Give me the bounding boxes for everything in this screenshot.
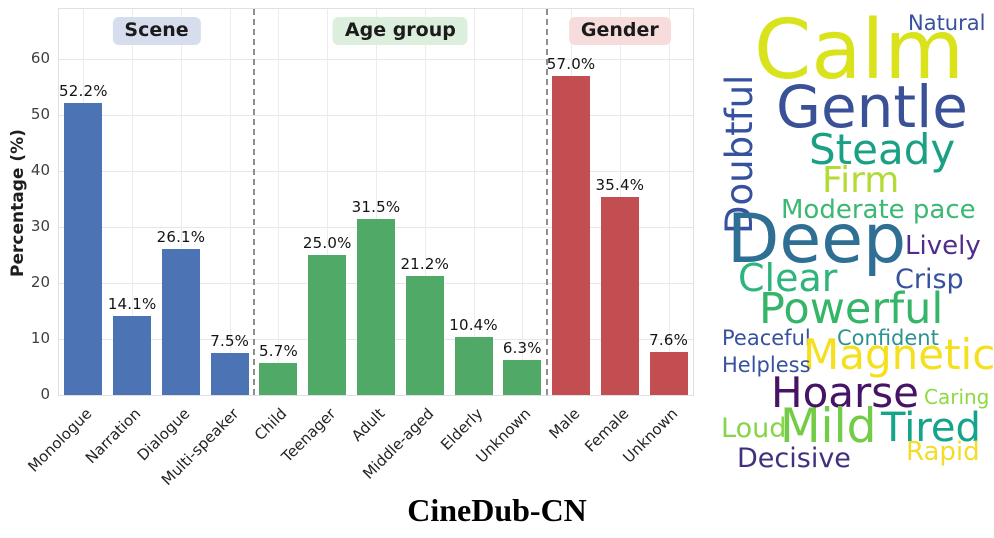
bar-narration xyxy=(113,316,152,395)
gridline-vertical xyxy=(327,9,329,395)
y-tick-label: 50 xyxy=(30,105,50,124)
group-label-gender: Gender xyxy=(568,17,671,45)
gridline-vertical xyxy=(473,9,475,395)
group-separator xyxy=(545,9,548,395)
gridline-vertical xyxy=(376,9,377,395)
bar-monologue xyxy=(64,102,103,395)
bar-value-label: 10.4% xyxy=(449,315,498,334)
wordcloud-word-clear: Clear xyxy=(738,256,838,300)
wordcloud-word-loud: Loud xyxy=(721,413,787,444)
wordcloud-word-magnetic: Magnetic xyxy=(803,330,994,379)
wordcloud-word-decisive: Decisive xyxy=(737,443,851,474)
wordcloud-word-lively: Lively xyxy=(905,231,981,261)
bar-unknown xyxy=(649,352,688,395)
gridline-vertical xyxy=(132,9,134,395)
bar-multi-speaker xyxy=(210,353,249,395)
wordcloud-word-helpless: Helpless xyxy=(722,353,811,377)
group-label-scene: Scene xyxy=(112,17,201,45)
y-tick-label: 40 xyxy=(30,161,50,180)
wordcloud-word-calm: Calm xyxy=(754,3,965,98)
bar-value-label: 14.1% xyxy=(107,295,157,314)
wordcloud-word-deep: Deep xyxy=(727,200,907,279)
bar-teenager xyxy=(308,255,347,395)
y-tick-label: 30 xyxy=(30,217,50,236)
bar-value-label: 5.7% xyxy=(258,342,298,361)
group-separator xyxy=(253,9,256,395)
wordcloud-word-gentle: Gentle xyxy=(776,73,968,141)
gridline-vertical xyxy=(424,9,426,395)
wordcloud-word-powerful: Powerful xyxy=(759,284,944,334)
wordcloud-word-crisp: Crisp xyxy=(895,264,964,295)
bar-elderly xyxy=(454,336,493,395)
bar-value-label: 57.0% xyxy=(546,55,596,74)
wordcloud-word-firm: Firm xyxy=(822,160,900,201)
group-label-age-group: Age group xyxy=(332,17,468,45)
chart-title: CineDub-CN xyxy=(407,492,587,528)
bar-adult xyxy=(357,218,395,395)
y-axis-label: Percentage (%) xyxy=(8,129,28,277)
bar-value-label: 6.3% xyxy=(502,338,542,357)
bar-value-label: 26.1% xyxy=(156,227,206,246)
wordcloud-word-mild: Mild xyxy=(780,399,877,454)
bar-value-label: 21.2% xyxy=(400,255,450,274)
bar-value-label: 25.0% xyxy=(302,234,352,253)
bar-male xyxy=(552,76,591,395)
bar-female xyxy=(600,196,639,395)
bar-unknown xyxy=(503,359,542,395)
bar-value-label: 35.4% xyxy=(595,175,645,194)
y-tick-label: 10 xyxy=(30,329,50,348)
bar-middle-aged xyxy=(405,276,444,395)
wordcloud-word-peaceful: Peaceful xyxy=(722,326,811,350)
bar-value-label: 7.5% xyxy=(210,332,250,351)
y-tick-label: 0 xyxy=(40,385,50,403)
wordcloud-word-steady: Steady xyxy=(809,125,956,174)
bar-value-label: 7.6% xyxy=(649,331,689,350)
wordcloud-word-tired: Tired xyxy=(881,405,981,451)
wordcloud-word-caring: Caring xyxy=(924,385,990,409)
wordcloud-word-doubtful: Doubtful xyxy=(718,74,761,234)
wordcloud-word-hoarse: Hoarse xyxy=(771,368,920,417)
wordcloud-word-moderate-pace: Moderate pace xyxy=(781,195,976,225)
gridline-vertical xyxy=(278,9,280,395)
bar-value-label: 31.5% xyxy=(351,197,401,216)
wordcloud-word-confident: Confident xyxy=(837,326,939,350)
gridline-vertical xyxy=(229,9,231,395)
bar-child xyxy=(259,363,298,395)
bar-chart-plot-area: Scene 52.2% 14.1% 26.1% 7.5% Age group 5.7% 25.… xyxy=(58,8,694,396)
bar-dialogue xyxy=(161,249,200,395)
wordcloud-word-rapid: Rapid xyxy=(906,437,980,467)
gridline-vertical xyxy=(668,9,670,395)
gridline-vertical xyxy=(522,9,524,395)
bar-value-label: 52.2% xyxy=(59,81,108,100)
y-tick-label: 60 xyxy=(30,49,50,68)
wordcloud-word-natural: Natural xyxy=(908,11,986,35)
y-tick-label: 20 xyxy=(30,273,50,292)
gridline-vertical xyxy=(180,9,182,395)
